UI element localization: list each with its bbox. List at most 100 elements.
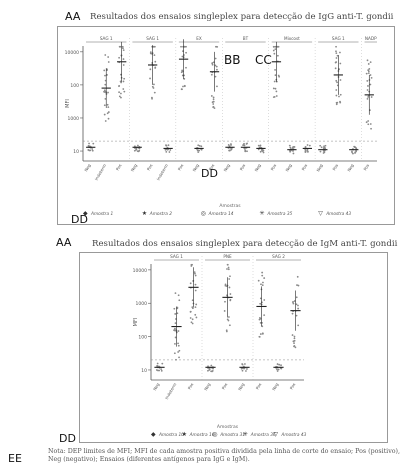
data-point [335,80,337,82]
legend-label: Amostra 10 [158,432,184,438]
data-point [275,88,277,90]
data-point [262,284,264,286]
data-point [262,333,264,335]
data-point [212,106,214,108]
data-point [178,294,180,296]
x-axis-label: Amostras [217,424,239,430]
x-tick-label: Indeterm [164,382,177,400]
data-point [123,78,125,80]
data-point [275,91,277,93]
data-point [118,91,120,93]
data-point [185,67,187,69]
data-point [213,97,215,99]
data-point [367,120,369,122]
data-point [168,144,170,146]
legend-marker: ◎ [201,210,206,217]
x-tick-label: Neg [237,382,246,392]
data-point [245,370,247,372]
data-point [296,303,298,305]
y-tick-label: 10 [73,149,79,155]
data-point [227,264,229,266]
data-point [211,74,213,76]
x-tick-label: Neg [346,163,355,173]
panel-tag-dd-1: DD [201,167,218,180]
data-point [292,147,294,149]
data-point [274,48,276,50]
data-point [261,275,263,277]
data-point [158,370,160,372]
data-point [184,85,186,87]
data-point [289,145,291,147]
data-point [370,128,372,130]
data-point [260,151,262,153]
group-label: BT [243,36,249,41]
data-point [263,299,265,301]
data-point [138,150,140,152]
data-point [339,52,341,54]
data-point [293,153,295,155]
chart-title-igg: Resultados dos ensaios singleplex para d… [90,12,393,22]
data-point [154,66,156,68]
data-point [88,143,90,145]
data-point [157,363,159,365]
group-label: SAG 1 [100,36,113,41]
x-tick-label: Neg [253,163,262,173]
data-point [169,149,171,151]
data-point [177,343,179,345]
data-point [224,301,226,303]
data-point [277,55,279,57]
data-point [185,52,187,54]
x-tick-label: Pos [331,163,339,171]
data-point [230,149,232,151]
data-point [278,364,280,366]
chart-igm: 10100100010000MFISAG 1PNESAG 2NegIndeter… [79,252,386,441]
data-point [200,145,202,147]
data-point [92,150,94,152]
data-point [118,57,120,59]
data-point [336,102,338,104]
data-point [258,280,260,282]
data-point [366,80,368,82]
x-tick-label: Indeterm [94,163,107,181]
data-point [215,58,217,60]
data-point [201,149,203,151]
x-tick-label: Pos [362,163,370,171]
data-point [139,148,141,150]
data-point [149,68,151,70]
legend-marker: ▽ [318,210,323,217]
data-point [157,365,159,367]
data-point [149,78,151,80]
data-point [292,303,294,305]
data-point [196,317,198,319]
group-label: Mixcost [284,36,300,41]
data-point [104,114,106,116]
data-point [370,123,372,125]
data-point [273,53,275,55]
data-point [274,81,276,83]
x-tick-label: Pos [270,163,278,171]
data-point [293,345,295,347]
data-point [338,96,340,98]
group-label: EX [196,36,202,41]
x-tick-label: Neg [192,163,201,173]
data-point [175,292,177,294]
data-point [119,95,121,97]
data-point [289,147,291,149]
data-point [226,331,228,333]
data-point [244,148,246,150]
data-point [198,150,200,152]
data-point [339,101,341,103]
data-point [260,318,262,320]
x-tick-label: Pos [300,163,308,171]
data-point [228,320,230,322]
data-point [367,98,369,100]
data-point [107,92,109,94]
data-point [120,93,122,95]
data-point [335,50,337,52]
data-point [122,88,124,90]
data-point [194,271,196,273]
data-point [118,85,120,87]
x-axis-label: Amostras [219,203,241,209]
legend-label: Amostra 43 [325,211,351,217]
data-point [151,98,153,100]
